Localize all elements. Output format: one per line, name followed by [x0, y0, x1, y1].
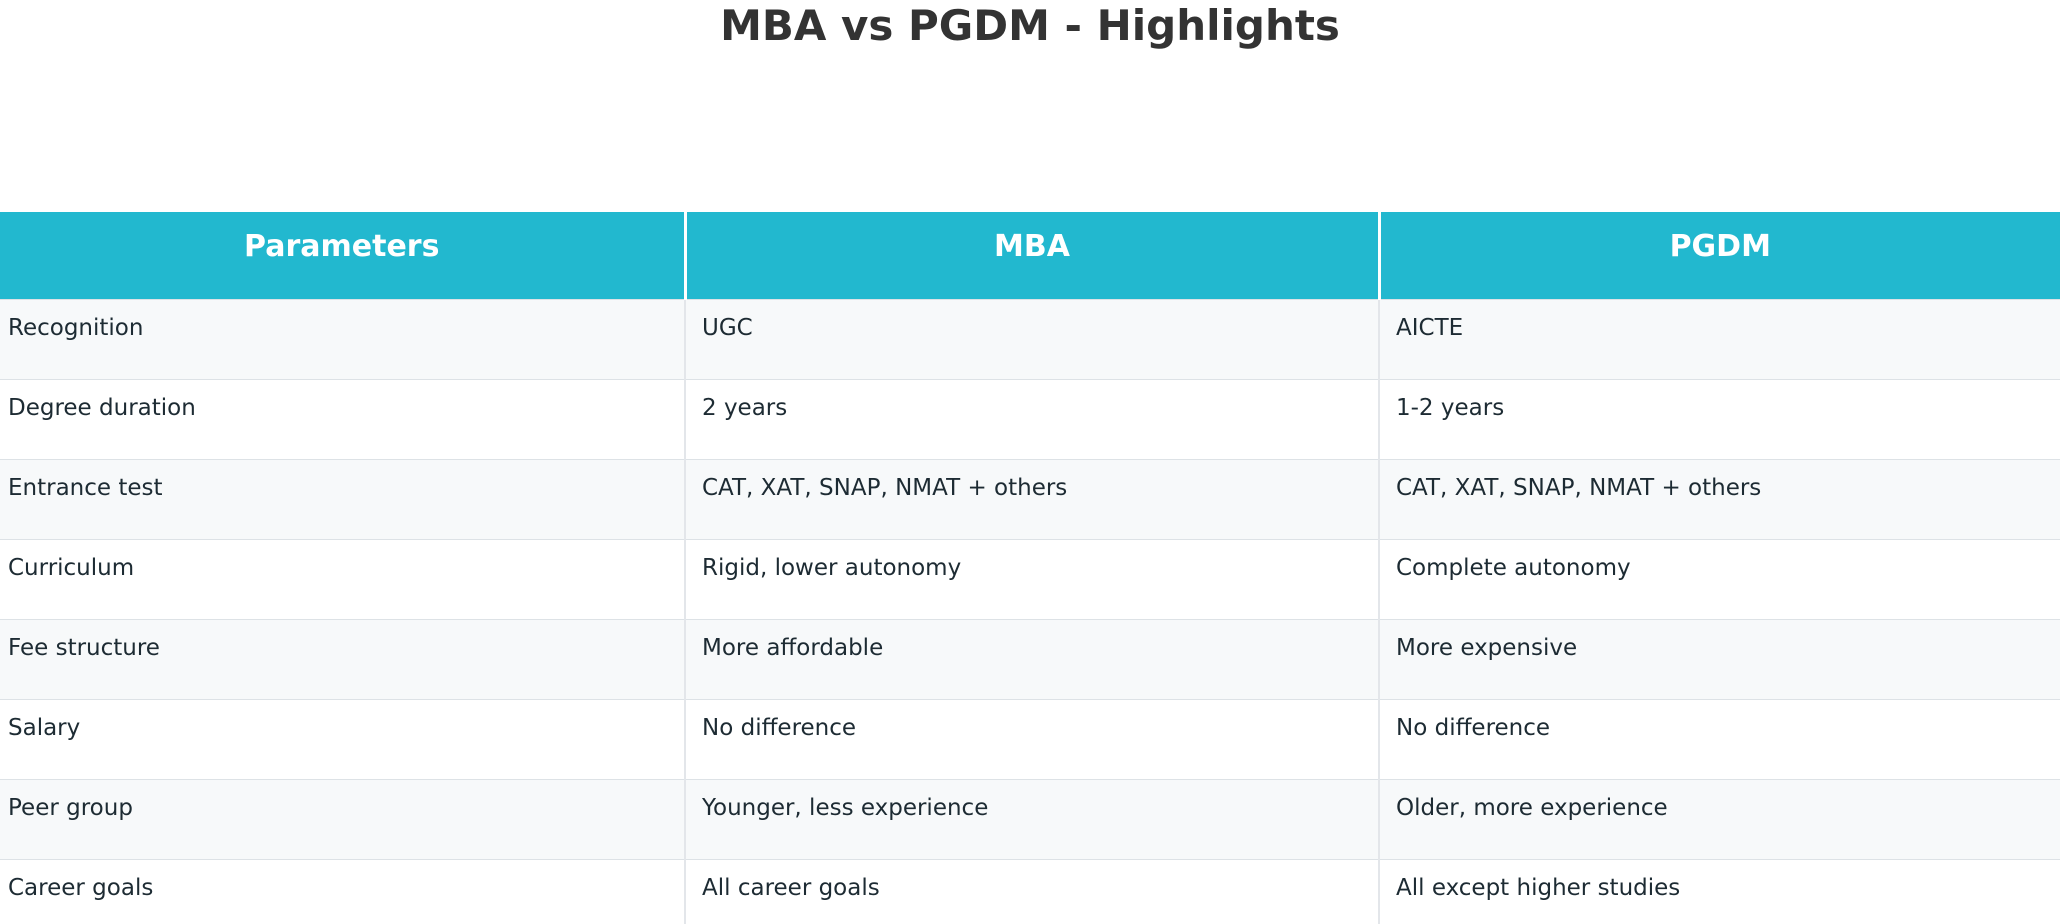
- table-row: Degree duration 2 years 1-2 years: [0, 379, 2060, 460]
- row-pgdm-value: No difference: [1378, 699, 2060, 780]
- table-row: Salary No difference No difference: [0, 699, 2060, 780]
- row-pgdm-value: AICTE: [1378, 299, 2060, 380]
- row-pgdm-value: CAT, XAT, SNAP, NMAT + others: [1378, 459, 2060, 540]
- row-parameter: Peer group: [0, 779, 685, 860]
- row-parameter: Degree duration: [0, 379, 685, 460]
- table-header: Parameters MBA PGDM: [0, 212, 2060, 300]
- header-row: Parameters MBA PGDM: [0, 212, 2060, 300]
- row-mba-value: 2 years: [684, 379, 1379, 460]
- row-parameter: Career goals: [0, 859, 685, 924]
- header-parameters: Parameters: [0, 212, 685, 300]
- row-pgdm-value: Older, more experience: [1378, 779, 2060, 860]
- row-mba-value: UGC: [684, 299, 1379, 380]
- row-parameter: Entrance test: [0, 459, 685, 540]
- header-mba: MBA: [683, 212, 1379, 300]
- row-pgdm-value: All except higher studies: [1378, 859, 2060, 924]
- row-mba-value: CAT, XAT, SNAP, NMAT + others: [684, 459, 1379, 540]
- row-mba-value: More affordable: [684, 619, 1379, 700]
- row-mba-value: No difference: [684, 699, 1379, 780]
- row-parameter: Fee structure: [0, 619, 685, 700]
- page-title: MBA vs PGDM - Highlights: [720, 1, 1340, 50]
- table-row: Entrance test CAT, XAT, SNAP, NMAT + oth…: [0, 459, 2060, 540]
- table-row: Curriculum Rigid, lower autonomy Complet…: [0, 539, 2060, 620]
- row-pgdm-value: More expensive: [1378, 619, 2060, 700]
- table-row: Career goals All career goals All except…: [0, 859, 2060, 924]
- comparison-table: Parameters MBA PGDM Recognition UGC AICT…: [0, 212, 2060, 924]
- header-pgdm: PGDM: [1377, 212, 2060, 300]
- row-mba-value: Younger, less experience: [684, 779, 1379, 860]
- row-mba-value: Rigid, lower autonomy: [684, 539, 1379, 620]
- row-parameter: Recognition: [0, 299, 685, 380]
- row-pgdm-value: Complete autonomy: [1378, 539, 2060, 620]
- table-row: Recognition UGC AICTE: [0, 299, 2060, 380]
- row-mba-value: All career goals: [684, 859, 1379, 924]
- row-pgdm-value: 1-2 years: [1378, 379, 2060, 460]
- table-body: Recognition UGC AICTE Degree duration 2 …: [0, 299, 2060, 924]
- table-row: Peer group Younger, less experience Olde…: [0, 779, 2060, 860]
- table-row: Fee structure More affordable More expen…: [0, 619, 2060, 700]
- row-parameter: Curriculum: [0, 539, 685, 620]
- row-parameter: Salary: [0, 699, 685, 780]
